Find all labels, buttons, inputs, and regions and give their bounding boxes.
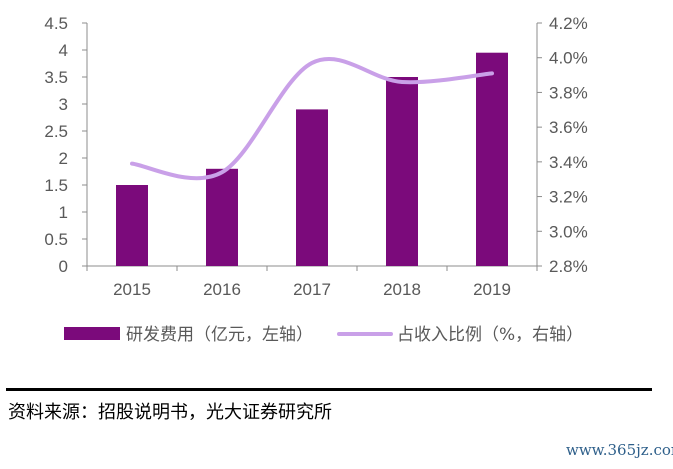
x-tick-label: 2015 xyxy=(113,280,151,299)
y-right-tick-label: 3.8% xyxy=(549,83,588,102)
y-left-tick-label: 0.5 xyxy=(44,230,68,249)
y-left-tick-label: 4.5 xyxy=(44,14,68,33)
bars-layer xyxy=(116,52,508,267)
y-left-tick-label: 3.5 xyxy=(44,68,68,87)
watermark: www.365jz.com xyxy=(566,441,673,459)
bar-2018 xyxy=(386,77,418,266)
y-right-tick-label: 3.0% xyxy=(549,222,588,241)
y-right-tick-label: 4.0% xyxy=(549,49,588,68)
legend-bar-swatch xyxy=(64,327,120,340)
x-tick-label: 2017 xyxy=(293,280,331,299)
bar-2015 xyxy=(116,185,148,266)
legend-bar-label: 研发费用（亿元，左轴） xyxy=(126,325,313,345)
bar-2017 xyxy=(296,109,328,267)
x-tick-label: 2016 xyxy=(203,280,241,299)
y-right-tick-label: 3.2% xyxy=(549,188,588,207)
y-right-tick-label: 4.2% xyxy=(549,14,588,33)
source-divider xyxy=(6,388,652,391)
y-right-tick-label: 3.6% xyxy=(549,118,588,137)
line-layer xyxy=(130,56,494,181)
y-left-tick-label: 1 xyxy=(59,203,68,222)
source-note: 资料来源：招股说明书，光大证券研究所 xyxy=(8,402,332,423)
y-left-tick-label: 4 xyxy=(59,41,68,60)
bar-2016 xyxy=(206,168,238,266)
ratio-line xyxy=(130,56,494,181)
y-left-tick-label: 2.5 xyxy=(44,122,68,141)
combo-chart: 0 0.5 1 1.5 2 2.5 3 3.5 4 4.5 2.8% 3.0% 3.2% 3.4% 3.6%… xyxy=(44,14,587,345)
legend-line-label: 占收入比例（%，右轴） xyxy=(397,325,583,345)
y-left-tick-label: 1.5 xyxy=(44,176,68,195)
y-left-tick-label: 2 xyxy=(59,149,68,168)
y-left-tick-label: 0 xyxy=(59,257,68,276)
legend: 研发费用（亿元，左轴） 占收入比例（%，右轴） xyxy=(64,325,583,345)
x-tick-label: 2018 xyxy=(383,280,421,299)
y-right-tick-label: 2.8% xyxy=(549,257,588,276)
x-tick-label: 2019 xyxy=(473,280,511,299)
y-left-tick-label: 3 xyxy=(59,95,68,114)
bar-2019 xyxy=(476,52,508,267)
y-right-tick-label: 3.4% xyxy=(549,153,588,172)
axes-layer: 0 0.5 1 1.5 2 2.5 3 3.5 4 4.5 2.8% 3.0% 3.2% 3.4% 3.6%… xyxy=(44,14,587,299)
